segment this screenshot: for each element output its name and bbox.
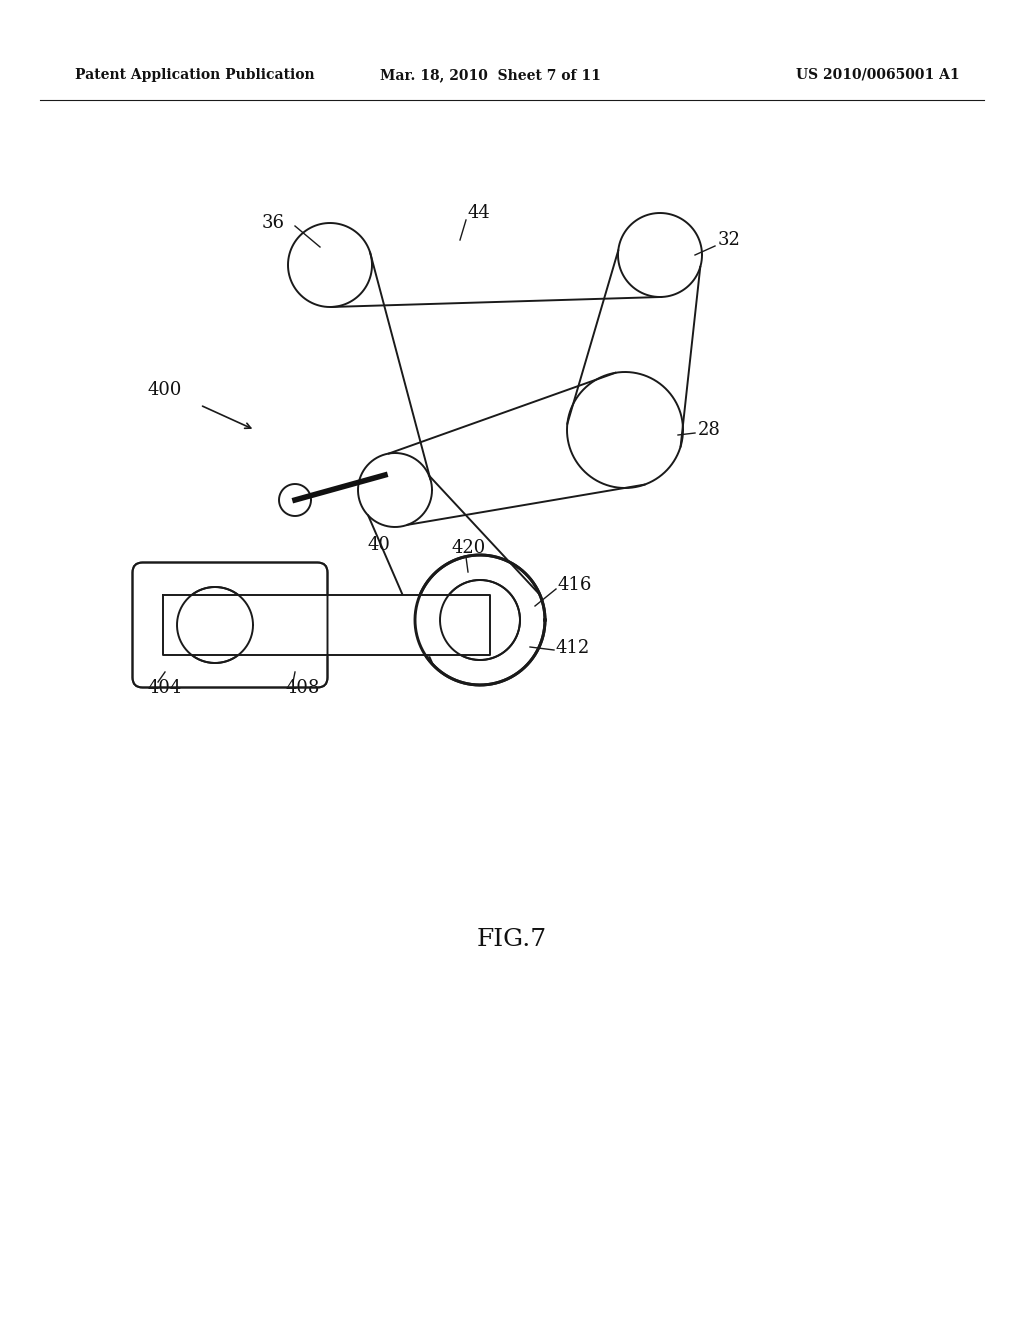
Polygon shape [415,554,545,685]
Polygon shape [177,587,253,663]
Text: 404: 404 [148,678,182,697]
Text: Patent Application Publication: Patent Application Publication [75,69,314,82]
Text: 412: 412 [556,639,590,657]
Text: 36: 36 [262,214,285,232]
Text: 28: 28 [698,421,721,440]
Polygon shape [415,554,545,685]
Polygon shape [358,453,432,527]
Text: 420: 420 [452,539,486,557]
Text: 408: 408 [285,678,319,697]
Text: 44: 44 [468,205,490,222]
Text: Mar. 18, 2010  Sheet 7 of 11: Mar. 18, 2010 Sheet 7 of 11 [380,69,600,82]
Polygon shape [163,595,490,655]
Polygon shape [618,213,702,297]
Text: FIG.7: FIG.7 [477,928,547,952]
Polygon shape [279,484,311,516]
Text: 32: 32 [718,231,741,249]
Polygon shape [567,372,683,488]
Text: 416: 416 [558,576,592,594]
Polygon shape [288,223,372,308]
Polygon shape [177,587,253,663]
FancyBboxPatch shape [132,562,328,688]
Text: 40: 40 [368,536,391,554]
Text: US 2010/0065001 A1: US 2010/0065001 A1 [797,69,961,82]
Text: 400: 400 [148,381,182,399]
